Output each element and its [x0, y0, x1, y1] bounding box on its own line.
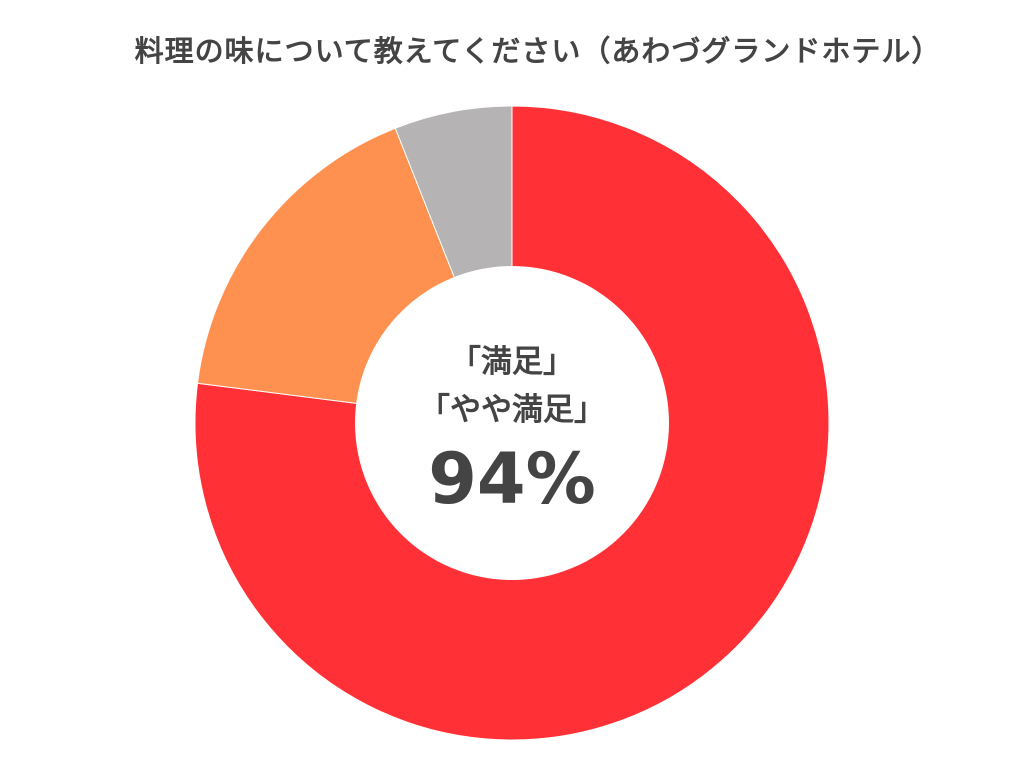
chart-title: 料理の味について教えてください（あわづグランドホテル） [134, 34, 942, 68]
donut-hole [355, 266, 669, 580]
center-value: 94% [428, 438, 596, 520]
center-label-line2: 「やや満足」 [419, 392, 605, 428]
center-label-line1: 「満足」 [450, 344, 574, 380]
